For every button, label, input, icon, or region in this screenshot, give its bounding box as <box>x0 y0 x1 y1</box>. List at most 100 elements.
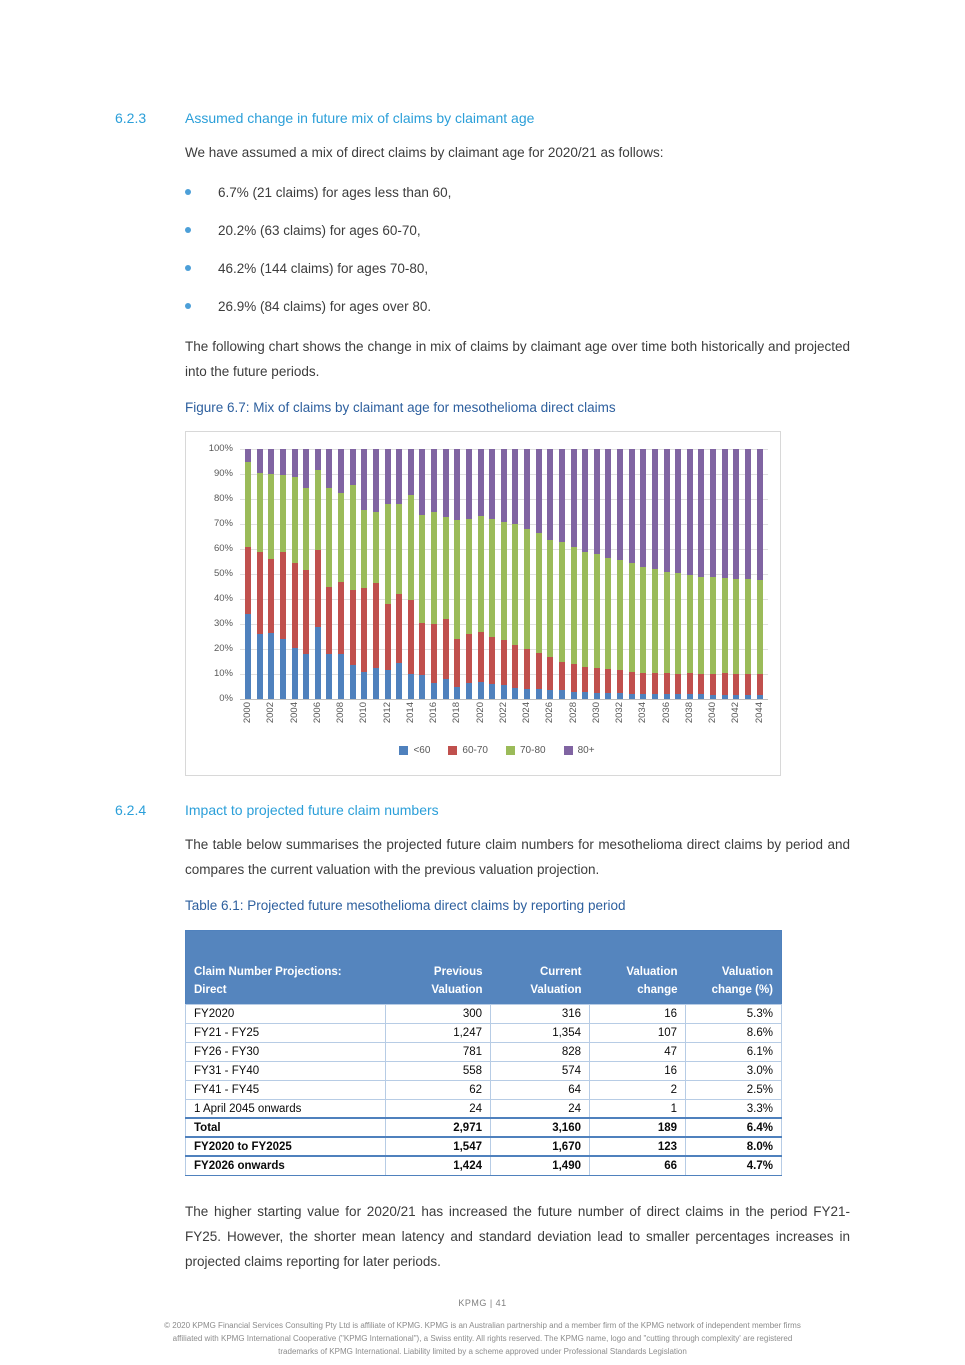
bar-segment-60-70 <box>558 661 565 691</box>
bar-segment-60-70 <box>396 594 403 663</box>
bar-2035 <box>651 449 658 699</box>
bar-2044 <box>756 449 763 699</box>
row-label: FY2020 to FY2025 <box>185 1136 386 1157</box>
y-tick-label: 100% <box>208 443 233 454</box>
x-tick-2025 <box>536 699 542 741</box>
x-tick-2009 <box>350 699 356 741</box>
claims-table-head: Claim Number Projections: Direct Previous V… <box>185 930 782 1005</box>
bar-segment-60-70 <box>489 636 496 684</box>
bar-segment-70-80 <box>733 579 740 674</box>
bar-segment-80+ <box>256 449 263 473</box>
x-tick-2039 <box>698 699 704 741</box>
bar-2028 <box>570 449 577 699</box>
table-row: FY26 - FY30 781 828 47 6.1% <box>185 1041 782 1062</box>
legend-label: <60 <box>413 745 431 756</box>
bar-2015 <box>419 449 426 699</box>
x-tick-2015 <box>419 699 425 741</box>
table-row: Total 2,971 3,160 189 6.4% <box>185 1117 782 1138</box>
table-row: FY2020 300 316 16 5.3% <box>185 1003 782 1024</box>
section-title: Impact to projected future claim numbers <box>185 802 439 818</box>
bar-segment-80+ <box>407 449 414 496</box>
bar-segment-80+ <box>524 449 530 529</box>
cell-value: 6.1% <box>685 1041 782 1062</box>
table-intro-paragraph: The table below summarises the projected… <box>185 837 850 877</box>
row-label: FY2020 <box>185 1003 386 1024</box>
bar-segment-<60 <box>744 695 751 699</box>
x-labels: 2000 2002 2004 2006 2008 2010 2012 2014 2016 2018… <box>240 699 768 741</box>
bar-segment-60-70 <box>710 674 716 696</box>
cell-value: 1,424 <box>385 1155 491 1176</box>
x-tick-2032: 2032 <box>614 702 625 724</box>
bar-segment-70-80 <box>268 474 275 559</box>
bar-2034 <box>640 449 647 699</box>
y-tick-label: 50% <box>213 568 233 579</box>
x-tick-2041 <box>722 699 728 741</box>
x-tick-2033 <box>629 699 635 741</box>
bar-segment-<60 <box>361 671 368 699</box>
bar-segment-<60 <box>372 667 379 699</box>
bar-segment-80+ <box>279 449 286 476</box>
x-tick-2003 <box>280 699 286 741</box>
row-label: 1 April 2045 onwards <box>185 1098 386 1119</box>
x-tick-2022: 2022 <box>497 702 509 724</box>
cell-value: 2 <box>589 1079 686 1100</box>
cell-value: 107 <box>589 1022 686 1043</box>
bar-2003 <box>279 449 286 699</box>
x-tick-2026: 2026 <box>544 702 556 724</box>
x-tick-2042: 2042 <box>730 702 742 724</box>
column-header: Valuation change <box>589 930 686 1005</box>
bar-segment-80+ <box>512 449 519 524</box>
y-tick-label: 20% <box>213 643 233 654</box>
bar-segment-60-70 <box>303 570 310 654</box>
bar-segment-80+ <box>454 449 461 521</box>
bar-segment-60-70 <box>338 581 344 654</box>
bar-segment-70-80 <box>396 504 403 594</box>
legend-swatch <box>399 746 409 755</box>
x-tick-2028: 2028 <box>567 702 579 724</box>
cell-value: 24 <box>490 1098 590 1119</box>
bar-segment-70-80 <box>361 510 368 588</box>
stacked-bar-chart: 100% 90% 80% 70% 60% 50% 40% 30% 20% 10% 0% 2000 20… <box>185 431 781 776</box>
bar-segment-80+ <box>477 449 484 517</box>
cell-value: 2,971 <box>385 1117 491 1138</box>
bar-segment-70-80 <box>407 495 414 601</box>
bar-segment-80+ <box>303 449 310 488</box>
bar-segment-70-80 <box>570 546 577 664</box>
bullet-icon <box>185 227 191 233</box>
bar-2012 <box>384 449 391 699</box>
bar-2026 <box>547 449 554 699</box>
bullet-icon <box>185 189 191 195</box>
y-tick-label: 40% <box>213 593 233 604</box>
bar-segment-70-80 <box>651 569 658 673</box>
bar-segment-60-70 <box>372 582 379 668</box>
bar-segment-<60 <box>617 692 623 699</box>
x-tick-2023 <box>512 699 518 741</box>
x-tick-2005 <box>303 699 309 741</box>
list-item: 46.2% (144 claims) for ages 70-80, <box>185 258 965 279</box>
section-title: Assumed change in future mix of claims b… <box>185 110 535 126</box>
table-row: FY21 - FY25 1,247 1,354 107 8.6% <box>185 1022 782 1043</box>
bar-segment-<60 <box>338 654 344 699</box>
x-tick-2029 <box>582 699 588 741</box>
bar-segment-80+ <box>349 449 356 486</box>
x-tick-2007 <box>326 699 332 741</box>
bar-segment-60-70 <box>256 551 263 634</box>
bar-segment-<60 <box>524 689 530 699</box>
bar-segment-<60 <box>442 679 449 699</box>
bar-segment-60-70 <box>384 604 391 671</box>
bar-segment-70-80 <box>338 492 344 582</box>
bar-2027 <box>558 449 565 699</box>
bar-2021 <box>489 449 496 699</box>
bar-segment-60-70 <box>431 624 437 683</box>
row-label: FY41 - FY45 <box>185 1079 386 1100</box>
bar-segment-60-70 <box>361 587 368 672</box>
cell-value: 6.4% <box>685 1117 782 1138</box>
bar-segment-70-80 <box>558 541 565 662</box>
legend-swatch <box>506 746 515 755</box>
bar-segment-<60 <box>326 654 333 699</box>
bar-segment-70-80 <box>582 551 589 667</box>
bar-2004 <box>291 449 298 699</box>
cell-value: 1,354 <box>490 1022 590 1043</box>
bar-segment-70-80 <box>419 515 426 623</box>
bar-segment-60-70 <box>535 652 542 689</box>
